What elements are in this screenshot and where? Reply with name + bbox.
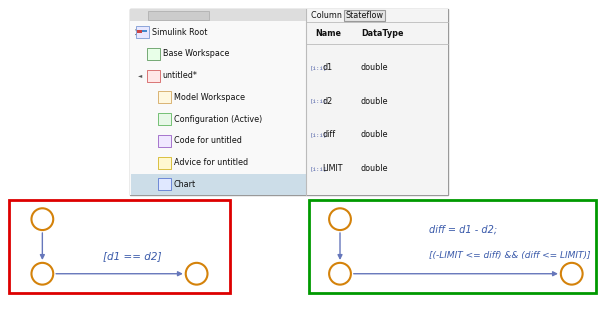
Text: Name: Name bbox=[315, 29, 341, 38]
FancyBboxPatch shape bbox=[9, 200, 230, 293]
Text: untitled*: untitled* bbox=[163, 71, 198, 80]
FancyBboxPatch shape bbox=[158, 91, 171, 104]
Text: [d1 == d2]: [d1 == d2] bbox=[103, 251, 162, 261]
FancyBboxPatch shape bbox=[147, 48, 160, 60]
FancyBboxPatch shape bbox=[137, 30, 142, 33]
Text: [i:i]: [i:i] bbox=[310, 65, 327, 70]
Text: [i:i]: [i:i] bbox=[310, 99, 327, 104]
Text: LIMIT: LIMIT bbox=[322, 164, 343, 173]
Text: Column View:: Column View: bbox=[311, 11, 366, 20]
FancyBboxPatch shape bbox=[158, 113, 171, 125]
FancyBboxPatch shape bbox=[130, 9, 448, 195]
Text: Configuration (Active): Configuration (Active) bbox=[174, 115, 262, 124]
Text: [i:i]: [i:i] bbox=[310, 132, 327, 137]
FancyBboxPatch shape bbox=[309, 200, 596, 293]
FancyBboxPatch shape bbox=[158, 157, 171, 169]
Ellipse shape bbox=[186, 263, 208, 285]
Text: diff = d1 - d2;: diff = d1 - d2; bbox=[430, 225, 497, 235]
Ellipse shape bbox=[31, 263, 53, 285]
Text: Chart: Chart bbox=[174, 180, 196, 189]
Text: ◄: ◄ bbox=[137, 73, 142, 78]
FancyBboxPatch shape bbox=[130, 9, 306, 21]
Text: diff: diff bbox=[322, 130, 336, 139]
Ellipse shape bbox=[329, 263, 351, 285]
Text: [(-LIMIT <= diff) && (diff <= LIMIT)]: [(-LIMIT <= diff) && (diff <= LIMIT)] bbox=[430, 251, 590, 260]
Text: double: double bbox=[361, 97, 388, 106]
Text: double: double bbox=[361, 63, 388, 72]
Ellipse shape bbox=[329, 208, 351, 230]
FancyBboxPatch shape bbox=[148, 11, 209, 20]
FancyBboxPatch shape bbox=[136, 26, 149, 38]
Ellipse shape bbox=[561, 263, 583, 285]
Text: Advice for untitled: Advice for untitled bbox=[174, 158, 248, 167]
FancyBboxPatch shape bbox=[158, 179, 171, 190]
Text: double: double bbox=[361, 164, 388, 173]
FancyBboxPatch shape bbox=[147, 70, 160, 82]
Text: d1: d1 bbox=[322, 63, 333, 72]
Text: Stateflow: Stateflow bbox=[345, 11, 384, 20]
Text: double: double bbox=[361, 130, 388, 139]
Text: Code for untitled: Code for untitled bbox=[174, 136, 241, 145]
Ellipse shape bbox=[31, 208, 53, 230]
FancyBboxPatch shape bbox=[131, 174, 306, 195]
FancyBboxPatch shape bbox=[344, 10, 385, 21]
FancyBboxPatch shape bbox=[142, 30, 147, 32]
Text: Simulink Root: Simulink Root bbox=[152, 28, 208, 37]
Text: Model Workspace: Model Workspace bbox=[174, 93, 244, 102]
FancyBboxPatch shape bbox=[130, 9, 306, 195]
Text: DataType: DataType bbox=[361, 29, 404, 38]
Text: d2: d2 bbox=[322, 97, 333, 106]
Text: Base Workspace: Base Workspace bbox=[163, 50, 229, 59]
Text: [i:i]: [i:i] bbox=[310, 166, 327, 171]
FancyBboxPatch shape bbox=[306, 9, 448, 195]
FancyBboxPatch shape bbox=[158, 135, 171, 147]
